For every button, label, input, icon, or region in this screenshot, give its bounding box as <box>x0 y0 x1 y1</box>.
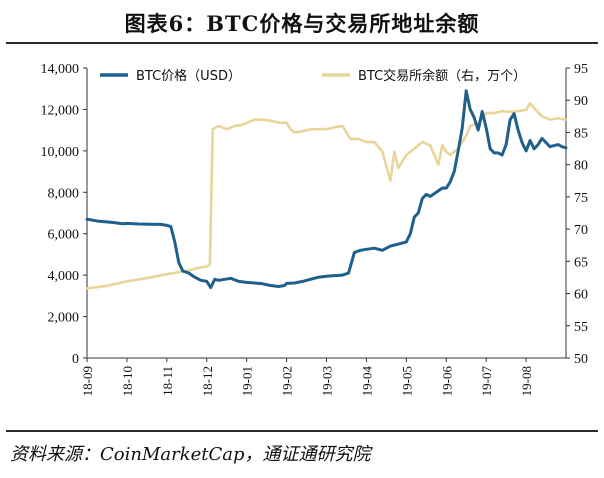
y-left-tick-label: 10,000 <box>41 145 80 160</box>
legend-item-exchange-balance-label: BTC交易所余额（右，万个） <box>358 68 526 84</box>
y-right-tick-label: 85 <box>574 126 588 141</box>
y-right-tick-label: 65 <box>574 255 588 270</box>
y-right-tick-label: 80 <box>574 159 588 174</box>
x-tick-label: 19-08 <box>519 366 534 396</box>
y-right-tick-label: 90 <box>574 94 588 109</box>
x-tick-label: 18-12 <box>200 366 215 396</box>
x-tick-label: 19-02 <box>280 366 295 396</box>
x-tick-label: 19-04 <box>359 366 374 397</box>
chart-title: 图表6：BTC价格与交易所地址余额 <box>124 11 480 36</box>
y-right-tick-label: 60 <box>574 288 588 303</box>
y-left-tick-label: 4,000 <box>48 269 80 284</box>
y-left-tick-label: 6,000 <box>48 228 80 243</box>
source-note: 资料来源：CoinMarketCap，通证通研究院 <box>10 444 371 465</box>
btc-price-line <box>85 89 568 290</box>
top-divider <box>6 42 598 44</box>
y-right-tick-label: 55 <box>574 320 588 335</box>
y-right-tick-label: 50 <box>574 352 588 367</box>
y-left-tick-label: 0 <box>72 352 79 367</box>
y-left-tick-label: 2,000 <box>48 311 80 326</box>
x-tick-label: 18-11 <box>160 366 175 396</box>
y-right-tick-label: 70 <box>574 223 588 238</box>
y-right-tick-label: 95 <box>574 62 588 77</box>
exchange-balance-line <box>85 102 568 290</box>
x-tick-label: 19-05 <box>399 366 414 396</box>
legend: BTC价格（USD） BTC交易所余额（右，万个） <box>100 68 526 84</box>
y-right-tick-label: 75 <box>574 191 588 206</box>
y-left-tick-label: 8,000 <box>48 186 80 201</box>
y-left-tick-label: 14,000 <box>41 62 80 77</box>
x-tick-label: 19-06 <box>439 366 454 397</box>
axes: 0 2,000 4,000 6,000 8,000 10,000 12,000 14,000 5… <box>41 62 589 396</box>
x-tick-label: 19-01 <box>240 366 255 396</box>
legend-item-btc-price-label: BTC价格（USD） <box>136 68 241 84</box>
x-tick-label: 19-03 <box>320 366 335 396</box>
x-tick-label: 18-10 <box>120 366 135 396</box>
series-lines <box>85 89 568 290</box>
x-tick-label: 18-09 <box>80 366 95 396</box>
y-left-tick-label: 12,000 <box>41 103 80 118</box>
x-tick-label: 19-07 <box>479 366 494 397</box>
bottom-divider <box>6 430 598 432</box>
